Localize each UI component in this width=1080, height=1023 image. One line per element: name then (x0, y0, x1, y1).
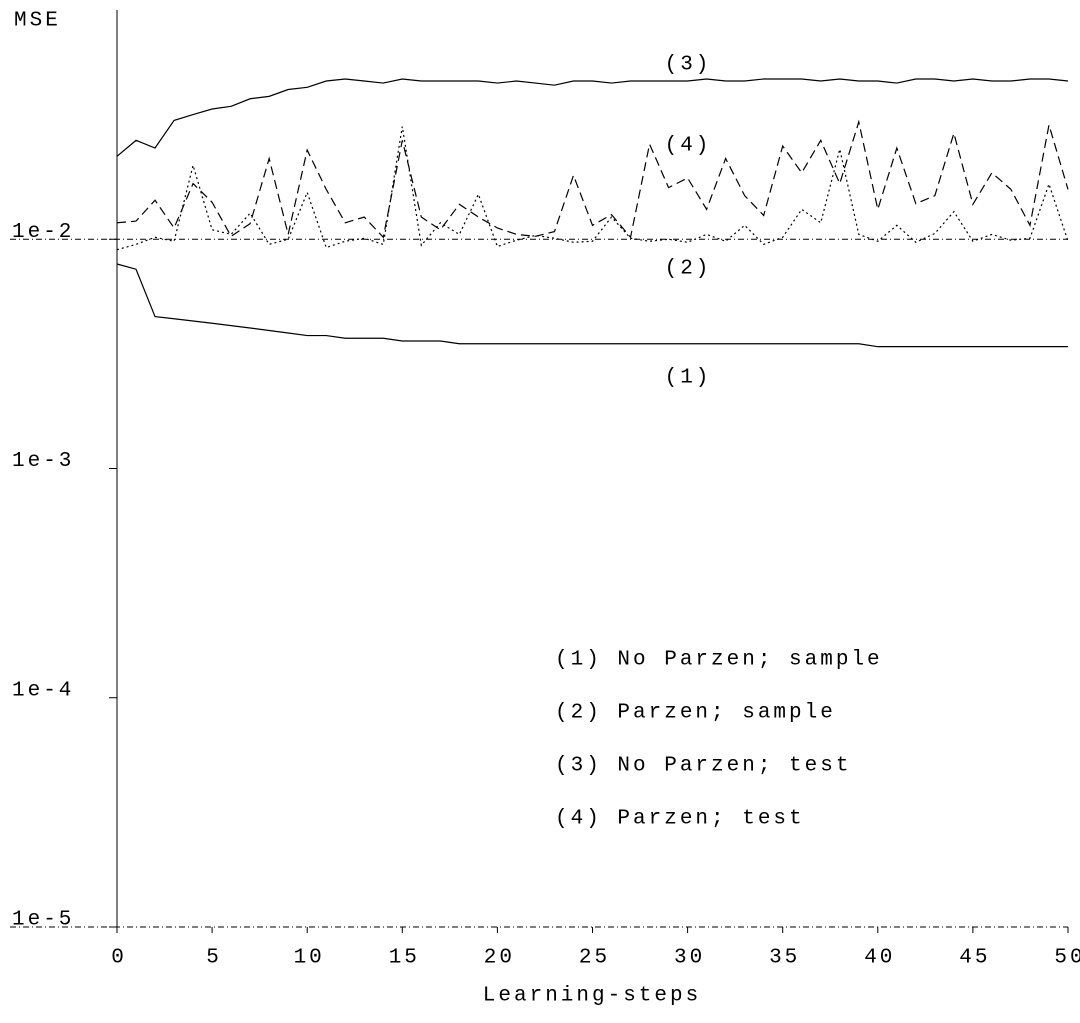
y-tick-label: 1e-4 (12, 679, 74, 702)
x-tick-label: 0 (111, 947, 127, 970)
series-line (116, 119, 1069, 239)
x-tick-label: 50 (1054, 947, 1080, 970)
curve-annotation: (2) (665, 258, 712, 281)
legend-entry: (4) Parzen; test (555, 808, 805, 831)
y-tick-label: 1e-5 (12, 909, 74, 932)
y-tick-label: 1e-2 (12, 221, 74, 244)
curve-annotation: (1) (665, 367, 712, 390)
legend-entry: (2) Parzen; sample (555, 702, 836, 725)
x-tick-label: 15 (389, 947, 420, 970)
y-axis-label: MSE (14, 10, 61, 33)
curve-annotation: (4) (665, 135, 712, 158)
x-tick-label: 45 (959, 947, 990, 970)
x-tick-label: 40 (864, 947, 895, 970)
legend-entry: (3) No Parzen; test (555, 755, 851, 778)
series-line (116, 126, 1069, 251)
x-tick-label: 25 (579, 947, 610, 970)
y-tick-label: 1e-3 (12, 450, 74, 473)
x-tick-label: 20 (484, 947, 515, 970)
series-line (116, 78, 1069, 157)
series-line (116, 263, 1068, 348)
legend-entry: (1) No Parzen; sample (555, 649, 883, 672)
x-tick-label: 35 (769, 947, 800, 970)
x-tick-label: 30 (674, 947, 705, 970)
x-axis-label: Learning-steps (483, 985, 701, 1008)
x-tick-label: 5 (206, 947, 222, 970)
x-tick-label: 10 (294, 947, 325, 970)
curve-annotation: (3) (665, 54, 712, 77)
